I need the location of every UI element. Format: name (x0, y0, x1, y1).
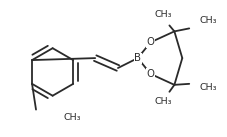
Text: O: O (147, 37, 155, 47)
Text: CH₃: CH₃ (155, 97, 172, 106)
Text: O: O (147, 69, 155, 79)
Text: B: B (134, 53, 141, 63)
Text: CH₃: CH₃ (199, 83, 217, 92)
Text: CH₃: CH₃ (155, 10, 172, 19)
Text: CH₃: CH₃ (199, 16, 217, 25)
Text: CH₃: CH₃ (64, 113, 81, 122)
